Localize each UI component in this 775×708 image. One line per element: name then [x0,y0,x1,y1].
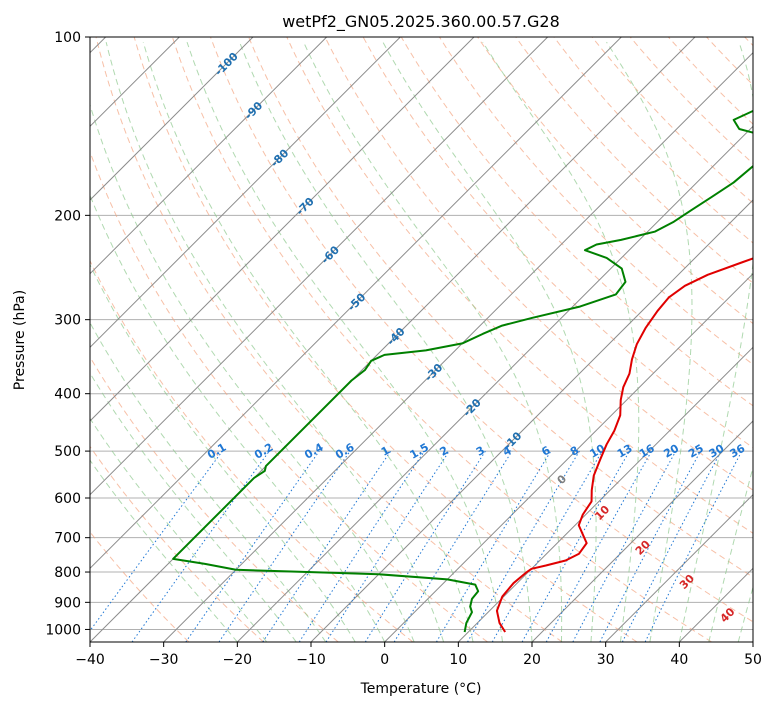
moist-adiabat-line [382,41,597,642]
dry-adiabat-line [171,37,712,642]
x-tick-label: 30 [597,652,615,668]
mixing-ratio-line [218,450,351,642]
moist-adiabat-line [737,585,753,642]
mixing-ratio-line [521,450,630,642]
moist-adiabat-line [90,263,356,642]
isotherm-line [310,199,753,642]
chart-title: wetPf2_GN05.2025.360.00.57.G28 [282,12,560,32]
temperature-line [495,257,753,633]
moist-adiabat-line [90,417,268,642]
dry-adiabat-line [90,259,414,642]
mixing-ratio-line [572,450,677,642]
dry-adiabat-line [95,37,563,642]
y-tick-label: 200 [54,208,81,224]
mixing-ratio-line [262,450,392,642]
moist-adiabat-line [90,321,327,642]
x-tick-label: 10 [449,652,467,668]
isotherm-line [90,37,475,422]
moist-adiabat-line [105,41,445,642]
x-tick-label: −30 [149,652,179,668]
x-axis: −40 −30 −20 −10 0 10 20 30 40 50 [75,642,762,668]
dry-adiabat-line [90,445,264,642]
x-axis-label: Temperature (°C) [360,681,482,697]
y-tick-label: 500 [54,444,81,460]
dry-adiabat-line [133,37,638,642]
plot-background [90,37,753,642]
moist-adiabat-line [90,193,386,642]
x-tick-label: −40 [75,652,105,668]
y-tick-label: 800 [54,565,81,581]
mixing-ratio-line [131,450,270,642]
y-axis: 100 200 300 400 500 600 700 800 900 1000 [45,30,90,638]
isotherm-line [236,125,753,642]
dry-adiabat-line [90,356,339,642]
moist-adiabat-line [90,372,297,642]
moist-adiabat-line [239,41,533,642]
isotherm-line [163,51,753,642]
moist-adiabat-line [303,41,563,642]
mixing-ratio-line [644,450,743,642]
dry-adiabat-line [324,37,753,491]
mixing-ratio-line [298,450,425,642]
mixing-ratio-line [393,450,513,642]
profile-lines [172,109,753,633]
moist-adiabat-line [678,41,753,642]
isotherm-line [90,37,328,275]
dewpoint-line [172,109,753,633]
x-tick-label: 0 [380,652,389,668]
y-tick-label: 900 [54,595,81,611]
moist-adiabat-line [142,41,474,642]
moist-adiabat-line [482,41,640,642]
mixing-ratio-line [185,450,320,642]
isotherm-line [384,272,753,642]
plot-frame [89,36,754,643]
y-axis-label: Pressure (hPa) [12,290,28,390]
dry-adiabat-line [515,37,753,284]
moist-adiabat-line [90,459,238,642]
y-tick-label: 1000 [45,622,81,638]
mixing-ratio-line [90,450,223,632]
mixing-ratio-line [545,450,653,642]
dry-adiabat-line [286,37,753,534]
isotherm-line [90,37,549,496]
x-tick-label: −20 [223,652,253,668]
moist-adiabat-line [186,41,504,642]
x-tick-label: 50 [744,652,762,668]
isotherm-line [531,420,753,642]
isotherm-line [752,641,753,642]
background-lines [90,37,753,642]
x-tick-label: 40 [670,652,688,668]
y-tick-label: 100 [54,30,81,46]
dry-adiabat-line [248,37,753,578]
y-tick-label: 400 [54,387,81,403]
isotherm-line [90,37,254,201]
y-tick-label: 600 [54,491,81,507]
isotherm-line [457,346,753,642]
y-tick-label: 700 [54,531,81,547]
y-tick-label: 300 [54,313,81,329]
x-tick-label: −10 [296,652,326,668]
mixing-ratio-line [325,450,450,642]
isotherm-line [90,37,401,349]
dry-adiabat-line [210,37,753,623]
x-tick-label: 20 [523,652,541,668]
isotherm-line [90,37,622,570]
isotherm-line [605,493,753,642]
moist-adiabat-line [708,465,753,642]
